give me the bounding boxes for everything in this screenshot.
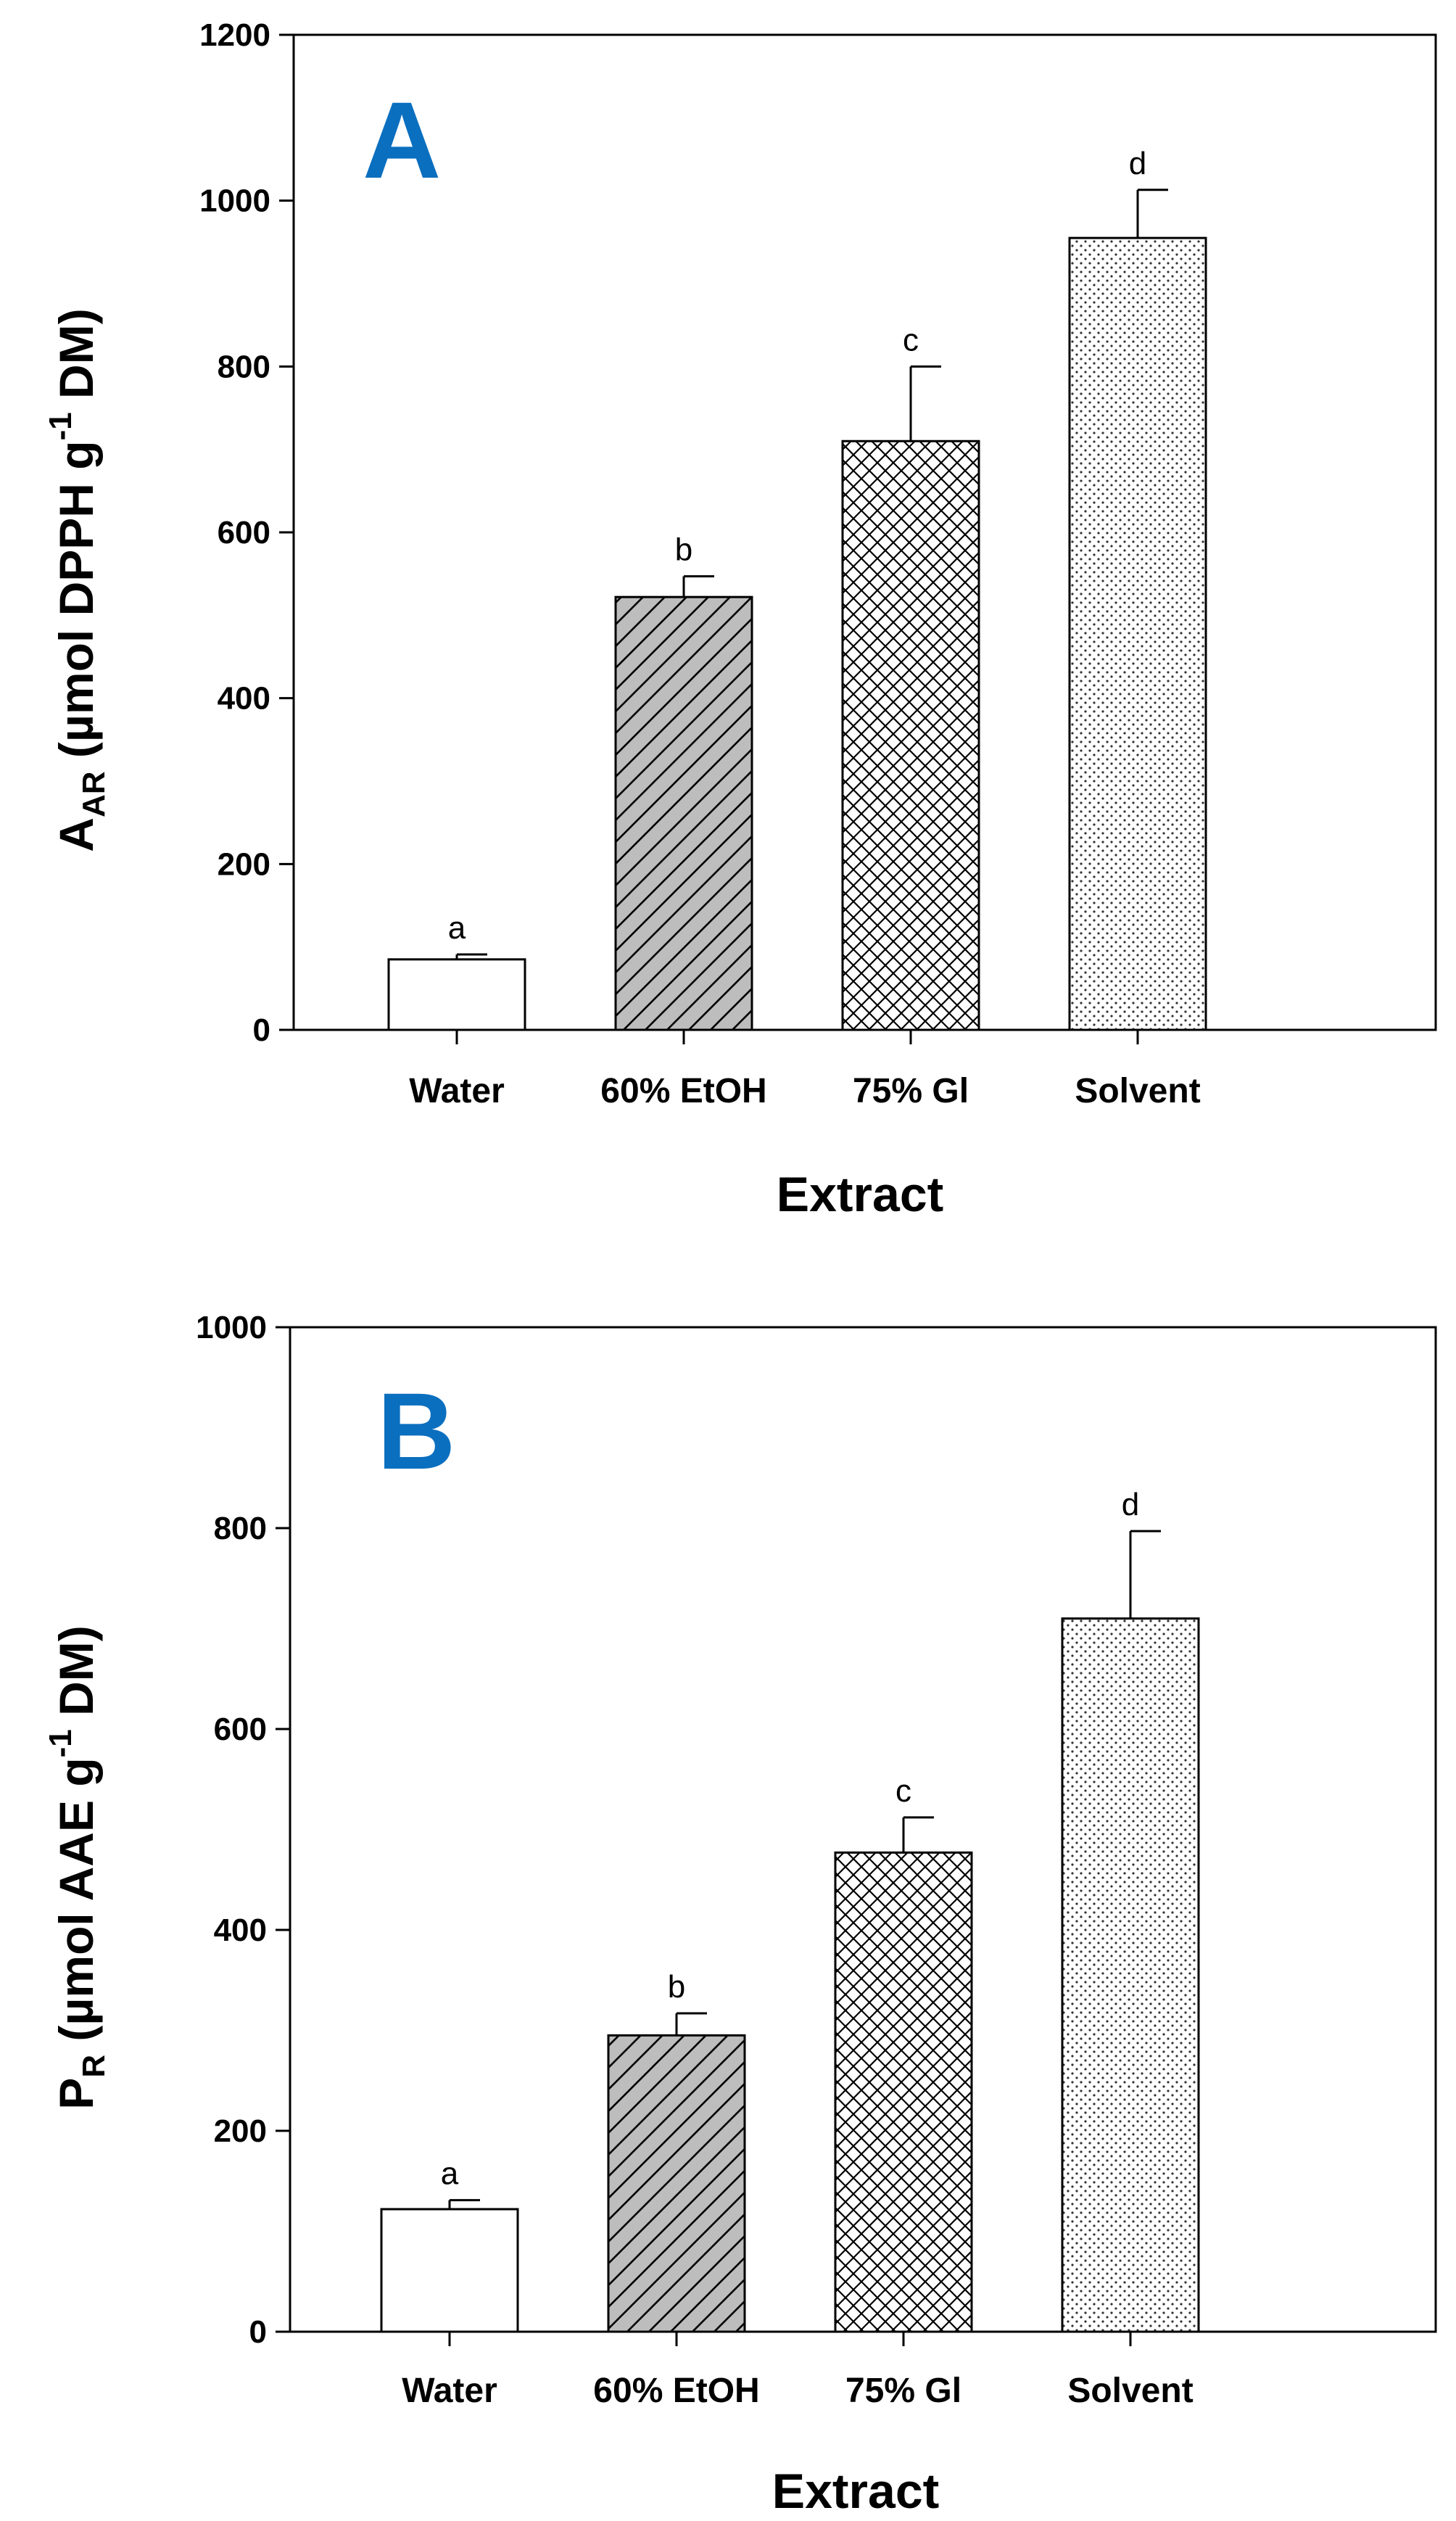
panel-b-y-axis-title: PR (µmol AAE g-1 DM) (43, 1625, 112, 2109)
panel-a-significance-label: d (1129, 146, 1146, 181)
panel-b-significance-label: d (1122, 1487, 1139, 1522)
panel-a-bar (841, 440, 980, 1031)
panel-b-y-tick-label: 200 (214, 2113, 267, 2149)
panel-a-category-label: Solvent (1075, 1072, 1200, 1110)
panel-a-x-axis-title: Extract (777, 1167, 944, 1222)
panel-a-category-label: Water (409, 1072, 505, 1110)
panel-b-y-tick-label: 1000 (196, 1310, 267, 1345)
panel-a-y-tick-label: 400 (218, 681, 270, 717)
panel-b-ylabel-main: P (49, 2078, 103, 2110)
panel-b-category-label: 75% Gl (845, 2372, 961, 2410)
panel-a-y-tick-label: 200 (218, 846, 270, 882)
panel-a-bar (1068, 236, 1207, 1031)
panel-a-marks: 0 200 400 600 800 1000 1200 a Water b 60% EtOH c 75%… (199, 17, 1437, 1110)
panel-a-category-label: 75% Gl (853, 1072, 969, 1110)
panel-b-category-label: 60% EtOH (593, 2372, 759, 2410)
panel-a-y-tick-label: 1000 (199, 183, 270, 219)
panel-b-letter: B (377, 1370, 455, 1492)
panel-b-category-label: Solvent (1067, 2372, 1193, 2410)
panel-a-significance-label: c (903, 322, 919, 358)
panel-b-y-tick-label: 0 (249, 2314, 267, 2350)
panel-b-ylabel-sup: -1 (43, 1729, 78, 1757)
panel-b-significance-label: b (668, 1969, 685, 2005)
panel-a-significance-label: a (448, 910, 466, 946)
panel-a-bar (614, 595, 753, 1031)
panel-b-bar (834, 1851, 973, 2333)
panel-b-ylabel-rest2: DM) (49, 1625, 103, 1729)
panel-b-y-tick-label: 800 (214, 1511, 267, 1546)
panel-b-bar (380, 2208, 519, 2333)
panel-b-significance-label: a (441, 2156, 459, 2192)
panel-a-y-tick-label: 1200 (199, 17, 270, 53)
panel-a-y-tick-label: 800 (218, 349, 270, 384)
panel-b-y-tick-label: 600 (214, 1712, 267, 1747)
panel-a: 0 200 400 600 800 1000 1200 a Water b 60% EtOH c 75%… (43, 17, 1437, 1222)
panel-a-y-tick-label: 0 (253, 1012, 270, 1048)
panel-a-letter: A (363, 79, 441, 201)
panel-b-bar (607, 2034, 746, 2333)
panel-a-category-label: 60% EtOH (600, 1072, 766, 1110)
panel-b-ylabel-sub: R (76, 2055, 112, 2078)
panel-a-significance-label: b (675, 532, 692, 568)
panel-b-bar (1061, 1617, 1200, 2333)
panel-b-significance-label: c (895, 1773, 911, 1809)
panel-b: 0 200 400 600 800 1000 a Water b 60% EtOH c 75% Gl d… (43, 1310, 1437, 2519)
panel-b-x-axis-title: Extract (772, 2464, 940, 2519)
panel-b-marks: 0 200 400 600 800 1000 a Water b 60% EtOH c 75% Gl d… (196, 1310, 1437, 2410)
panel-a-y-tick-label: 600 (218, 515, 270, 550)
panel-a-y-axis-title: AAR (µmol DPPH g-1 DM) (43, 308, 112, 851)
panel-a-ylabel-rest2: DM) (49, 308, 103, 412)
panel-a-ylabel-sup: -1 (43, 412, 78, 440)
panel-a-ylabel-sub: AR (76, 771, 112, 817)
panel-a-ylabel-rest1: (µmol DPPH g (49, 440, 103, 771)
panel-a-bar (387, 958, 526, 1031)
panel-b-y-tick-label: 400 (214, 1913, 267, 1948)
panel-a-ylabel-main: A (49, 817, 103, 852)
panel-b-category-label: Water (402, 2372, 497, 2410)
panel-b-ylabel-rest1: (µmol AAE g (49, 1757, 103, 2055)
